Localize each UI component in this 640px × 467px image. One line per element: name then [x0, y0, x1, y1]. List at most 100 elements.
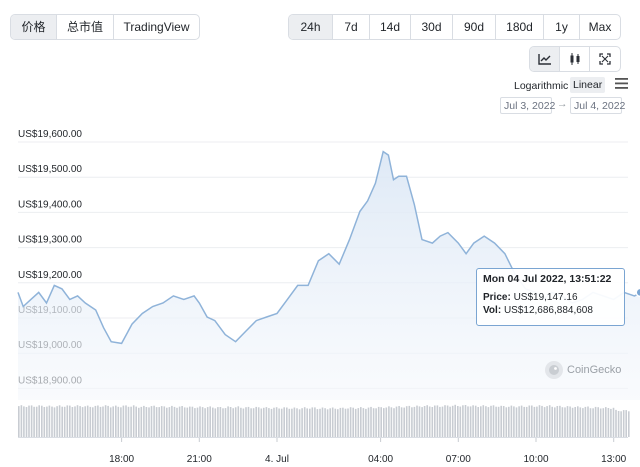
volume-bar: [625, 410, 627, 437]
volume-bar: [480, 406, 482, 437]
volume-bar: [612, 407, 615, 437]
volume-bar: [331, 407, 334, 437]
volume-bar: [206, 407, 209, 437]
range-180d-button[interactable]: 180d: [496, 15, 544, 39]
volume-bar: [469, 406, 472, 437]
tab-price[interactable]: 价格: [11, 15, 57, 39]
volume-bar: [168, 407, 171, 437]
volume-bar: [92, 407, 94, 437]
volume-bar: [20, 405, 23, 437]
volume-bar: [145, 407, 148, 437]
tab-market-cap[interactable]: 总市值: [57, 15, 114, 39]
volume-bar: [115, 405, 117, 437]
volume-bar: [186, 407, 189, 437]
volume-bar: [18, 406, 20, 437]
range-7d-button[interactable]: 7d: [333, 15, 370, 39]
tab-tradingview[interactable]: TradingView: [123, 20, 190, 34]
volume-bar: [541, 405, 543, 437]
volume-bar: [548, 405, 551, 437]
volume-bar: [99, 406, 102, 437]
range-90d-button[interactable]: 90d: [453, 15, 496, 39]
range-max-button[interactable]: Max: [588, 20, 612, 34]
volume-bar: [138, 407, 140, 437]
volume-bar: [413, 406, 416, 437]
tooltip-vol-row: Vol: US$12,686,884,608: [483, 304, 618, 317]
watermark-text: CoinGecko: [567, 364, 622, 376]
volume-bar: [587, 406, 589, 437]
volume-bar: [400, 407, 403, 437]
range-14d-button[interactable]: 14d: [370, 15, 411, 39]
volume-bar: [533, 406, 536, 437]
volume-bar: [219, 407, 222, 437]
linear-button[interactable]: Linear: [570, 77, 606, 93]
volume-bar: [79, 406, 81, 437]
x-tick-label: 10:00: [523, 454, 548, 465]
volume-bar: [234, 407, 237, 437]
volume-bar: [342, 407, 344, 437]
volume-bar: [298, 409, 301, 437]
volume-bar: [33, 406, 35, 437]
price-area-fill: [18, 151, 640, 400]
logarithmic-button[interactable]: Logarithmic: [514, 80, 569, 92]
volume-bar: [130, 406, 132, 437]
volume-bar: [51, 406, 53, 437]
volume-bar: [153, 405, 155, 437]
volume-bar: [43, 407, 46, 437]
volume-bar: [428, 406, 431, 437]
volume-bar: [140, 406, 143, 437]
volume-bar: [286, 407, 288, 437]
volume-bar: [467, 406, 469, 437]
volume-bar: [293, 407, 296, 437]
volume-bar: [477, 407, 479, 437]
volume-bar: [74, 406, 76, 437]
volume-bar: [344, 408, 347, 437]
fullscreen-button[interactable]: [590, 47, 620, 71]
volume-bar: [212, 407, 214, 437]
volume-bar: [556, 406, 559, 437]
volume-bar: [579, 407, 582, 437]
volume-bar: [564, 407, 566, 437]
volume-bar: [63, 406, 66, 437]
volume-bar: [209, 406, 211, 437]
x-tick-label: 21:00: [187, 454, 212, 465]
volume-bar: [543, 407, 546, 437]
volume-bar: [446, 405, 449, 437]
volume-bar: [395, 406, 398, 437]
view-tabs: 价格 总市值 TradingView: [10, 14, 200, 40]
volume-bar: [270, 408, 273, 437]
date-from-input[interactable]: Jul 3, 2022: [500, 97, 555, 114]
volume-bar: [89, 406, 92, 437]
volume-bar: [296, 408, 298, 437]
tooltip-vol-label: Vol:: [483, 305, 502, 316]
line-chart-button[interactable]: [530, 47, 560, 71]
volume-bar: [291, 408, 293, 437]
volume-bar: [357, 408, 360, 437]
volume-bar: [434, 405, 436, 437]
volume-bar: [71, 407, 74, 437]
gecko-logo-icon: [545, 361, 563, 379]
volume-bar: [347, 408, 349, 437]
range-24h-button[interactable]: 24h: [289, 15, 333, 39]
range-1y-button[interactable]: 1y: [544, 15, 580, 39]
volume-bar: [196, 407, 199, 437]
volume-bar: [263, 407, 265, 437]
range-30d-button[interactable]: 30d: [411, 15, 453, 39]
volume-bar: [257, 407, 260, 437]
date-to-input[interactable]: Jul 4, 2022: [570, 97, 625, 114]
volume-bar: [217, 407, 219, 437]
hamburger-icon[interactable]: [615, 78, 628, 89]
volume-bar: [388, 406, 390, 437]
candlestick-button[interactable]: [560, 47, 590, 71]
volume-bar: [569, 406, 571, 437]
volume-bar: [352, 407, 354, 437]
volume-bar: [163, 406, 166, 437]
volume-bar: [288, 408, 291, 437]
volume-bar: [408, 405, 411, 437]
tooltip-price-value: US$19,147.16: [513, 292, 578, 303]
volume-bar: [439, 406, 441, 437]
volume-bar: [56, 406, 58, 437]
volume-bar: [610, 408, 612, 437]
volume-bar: [171, 405, 173, 437]
volume-bar: [214, 408, 217, 437]
